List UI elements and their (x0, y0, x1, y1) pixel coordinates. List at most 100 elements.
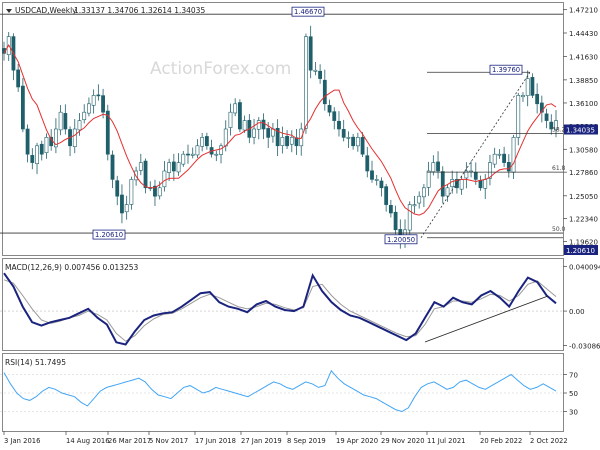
candle-body (407, 204, 412, 231)
candle-body (72, 128, 77, 147)
candle-body (289, 137, 294, 145)
candle-body (355, 137, 360, 147)
candle-body (370, 170, 374, 180)
macd-line (3, 272, 557, 346)
candle-body (171, 161, 176, 172)
price-tick-label: 1.38850 (569, 77, 598, 85)
time-tick-label: 11 Jul 2021 (427, 437, 465, 445)
rsi-tick-label: 30 (569, 409, 578, 417)
candle-body (228, 111, 233, 128)
rsi-tick-label: 70 (569, 372, 578, 380)
candle-body (77, 120, 82, 131)
candle-body (138, 162, 143, 171)
candle-body (275, 128, 280, 147)
candle-body (120, 194, 124, 214)
candle-body (341, 129, 346, 138)
fib-label: 61.8 (552, 165, 566, 172)
candle-body (488, 162, 492, 179)
candle-body (502, 153, 507, 163)
candle-body (186, 153, 190, 156)
candle-body (346, 137, 351, 139)
candle-body (285, 135, 289, 147)
candle-body (426, 170, 431, 188)
rsi-axis: 70 50 30 (0, 372, 578, 417)
macd-pane (2, 258, 564, 351)
level-box (489, 64, 523, 75)
rsi-title: RSI(14) 51.7495 (5, 358, 66, 367)
candle-body (539, 102, 544, 113)
macd-title: MACD(12,26,9) 0.007456 0.013253 (5, 263, 139, 272)
dropdown-arrow-icon[interactable] (6, 9, 12, 13)
candle-body (521, 95, 525, 98)
candle-body (483, 179, 488, 189)
candle-body (261, 119, 266, 130)
candle-body (506, 162, 511, 172)
chart-header: USDCAD,Weekly 1.33137 1.34706 1.32614 1.… (6, 6, 205, 15)
time-tick-label: 14 Aug 2016 (66, 437, 110, 445)
candle-body (294, 137, 299, 147)
price-tick-label: 1.22340 (569, 216, 598, 224)
candle-body (497, 153, 502, 156)
level-box (291, 6, 325, 17)
time-tick-label: 8 Sep 2019 (287, 437, 326, 445)
candle-body (554, 120, 558, 130)
moving-average-line (3, 43, 557, 216)
candle-body (87, 103, 91, 114)
right-edge-price-label: 1.20610 (566, 247, 595, 255)
candle-body (129, 179, 134, 205)
time-tick-label: 20 Feb 2022 (480, 437, 522, 445)
candle-body (176, 162, 181, 173)
candle-body (436, 161, 440, 172)
candle-body (44, 137, 49, 153)
rsi-line (3, 369, 557, 413)
candle-body (266, 128, 271, 138)
level-box (384, 234, 418, 245)
candle-body (82, 111, 87, 121)
candle-body (58, 111, 63, 131)
candle-body (388, 205, 393, 214)
candle-body (511, 137, 516, 173)
candle-body (153, 185, 157, 197)
candle-body (473, 172, 478, 180)
candle-body (124, 204, 129, 213)
level-label: 1.39760 (492, 66, 520, 74)
price-tick-label: 1.25050 (569, 193, 598, 201)
candle-body (195, 145, 200, 156)
fib-label: 50.0 (552, 226, 566, 233)
macd-signal-line (3, 279, 557, 342)
price-tick-label: 1.47210 (569, 7, 598, 15)
candle-body (412, 204, 417, 207)
candle-body (91, 95, 96, 106)
candle-body (351, 136, 356, 147)
candle-body (544, 113, 549, 121)
candle-body (30, 155, 35, 163)
candle-body (327, 105, 332, 113)
macd-trendline (424, 295, 549, 343)
candle-body (96, 94, 101, 97)
candle-body (143, 160, 148, 189)
candle-body (35, 145, 39, 164)
candle-body (322, 79, 327, 105)
candle-body (450, 179, 455, 188)
candle-body (256, 120, 261, 130)
candle-body (459, 179, 464, 190)
candle-body (431, 162, 436, 173)
candle-body (39, 143, 44, 155)
candle-body (115, 180, 120, 197)
candle-body (237, 102, 242, 130)
candle-body (332, 111, 337, 121)
rsi-pane (2, 353, 564, 432)
symbol-label: USDCAD,Weekly (15, 6, 77, 15)
candle-body (20, 85, 25, 130)
candle-body (464, 170, 469, 179)
macd-tick-label: -0.030861 (569, 342, 600, 350)
candle-body (271, 128, 275, 137)
right-edge-price-marker: 1.20610 (564, 245, 598, 255)
candle-body (190, 153, 195, 156)
candle-body (360, 137, 365, 155)
candle-body (219, 145, 223, 155)
candle-body (157, 187, 162, 197)
candle-body (242, 120, 247, 131)
